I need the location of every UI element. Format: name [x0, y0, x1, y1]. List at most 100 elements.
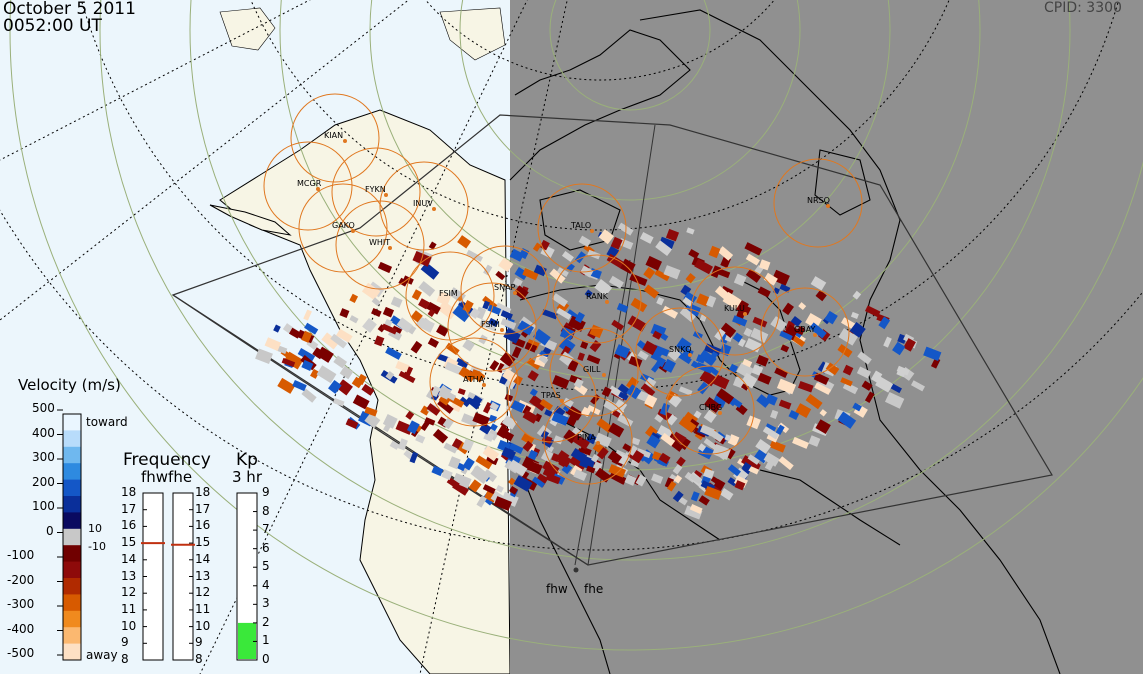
velocity-cell	[362, 318, 377, 333]
velocity-color-swatch	[63, 545, 81, 563]
velocity-cell	[770, 316, 788, 332]
legend	[57, 409, 258, 661]
velocity-cell	[448, 456, 461, 470]
velocity-color-swatch	[63, 446, 81, 464]
radar-ring-atha	[429, 337, 519, 427]
velocity-cell	[364, 412, 381, 429]
station-dot	[743, 312, 747, 316]
velocity-cell	[656, 425, 673, 440]
station-dot	[602, 373, 606, 377]
velocity-cell	[339, 308, 350, 318]
velocity-cell	[629, 273, 648, 287]
velocity-cell	[483, 431, 495, 442]
velocity-cell	[415, 316, 435, 333]
velocity-cell	[273, 324, 281, 333]
velocity-cell	[643, 284, 660, 299]
velocity-cell	[452, 472, 472, 489]
velocity-cell	[389, 440, 400, 450]
station-nrsq: NRSQ	[807, 196, 830, 205]
velocity-cell	[708, 245, 721, 259]
velocity-cell	[483, 264, 493, 276]
velocity-cell	[680, 438, 691, 451]
velocity-cell	[792, 436, 809, 449]
velocity-cell	[431, 465, 444, 477]
velocity-cell	[735, 302, 752, 316]
velocity-cell	[745, 253, 760, 266]
velocity-cell	[910, 380, 926, 392]
velocity-cell	[824, 310, 838, 325]
velocity-cell	[654, 414, 664, 423]
velocity-cell	[427, 337, 439, 348]
velocity-cell	[756, 394, 771, 408]
velocity-cell	[644, 377, 657, 389]
velocity-cell	[512, 277, 523, 288]
radar-site-marker	[573, 567, 579, 573]
radar-ring-nrsq	[773, 158, 863, 248]
velocity-cell	[502, 368, 518, 384]
velocity-cell	[635, 474, 647, 487]
frequency-tick-label-fhw: 10	[121, 618, 137, 633]
velocity-cell	[503, 327, 521, 344]
station-talo: TALO	[570, 221, 591, 230]
velocity-color-swatch	[63, 430, 81, 448]
velocity-cell	[750, 327, 769, 343]
kp-tick-label: 7	[262, 522, 270, 537]
velocity-cell	[756, 354, 769, 367]
velocity-cell	[703, 438, 719, 451]
velocity-cell	[382, 306, 395, 318]
velocity-cell	[609, 470, 627, 485]
velocity-cell	[559, 326, 575, 341]
kp-tick-label: 1	[262, 633, 270, 648]
velocity-cell	[482, 300, 490, 310]
kp-ticks	[253, 492, 257, 661]
velocity-cell	[462, 457, 475, 471]
velocity-cell	[527, 370, 539, 382]
velocity-cell	[398, 370, 416, 384]
velocity-cell	[436, 291, 452, 306]
frequency-tick-label-fhw: 18	[121, 485, 137, 499]
velocity-cell	[659, 403, 670, 416]
velocity-cell	[420, 262, 440, 280]
velocity-cell	[653, 347, 664, 357]
radar-ring-kulu	[690, 266, 780, 356]
station-dot	[351, 229, 355, 233]
velocity-cell	[743, 327, 753, 337]
frequency-tick-label-fhw: 9	[121, 635, 129, 650]
velocity-cell	[455, 357, 469, 369]
station-mcgr: MCGR	[297, 179, 322, 188]
velocity-cell	[683, 291, 697, 305]
kp-tick-label: 3	[262, 596, 270, 611]
velocity-cell	[667, 481, 677, 492]
velocity-cell	[470, 395, 483, 408]
velocity-cell	[757, 372, 772, 385]
velocity-cell	[598, 229, 615, 245]
velocity-cell	[328, 379, 342, 394]
velocity-cell	[591, 454, 600, 463]
velocity-cell	[616, 303, 629, 313]
velocity-cell	[457, 388, 466, 396]
velocity-cell	[775, 424, 785, 435]
velocity-cell	[878, 316, 891, 330]
velocity-cell	[771, 269, 790, 286]
velocity-cell	[778, 456, 794, 471]
velocity-cell	[301, 330, 313, 343]
velocity-cell	[510, 399, 526, 413]
velocity-cell	[778, 399, 792, 410]
velocity-cell	[385, 370, 395, 380]
velocity-cell	[666, 414, 678, 426]
velocity-cell	[567, 315, 586, 332]
velocity-cell	[698, 349, 717, 367]
velocity-cell	[658, 452, 671, 465]
velocity-cell	[651, 473, 664, 484]
frequency-tick-label-fhe: 17	[195, 501, 211, 516]
velocity-cell	[903, 338, 916, 352]
station-dot	[513, 291, 517, 295]
frequency-tick-label-fhw: 13	[121, 568, 137, 583]
velocity-cell	[349, 315, 359, 324]
frequency-tick-label-fhe: 11	[195, 601, 211, 616]
frequency-tick-label-fhw: 11	[121, 601, 137, 616]
velocity-cell	[469, 307, 481, 320]
velocity-cell	[349, 293, 359, 303]
velocity-cell	[842, 381, 859, 395]
velocity-cell	[865, 305, 881, 318]
